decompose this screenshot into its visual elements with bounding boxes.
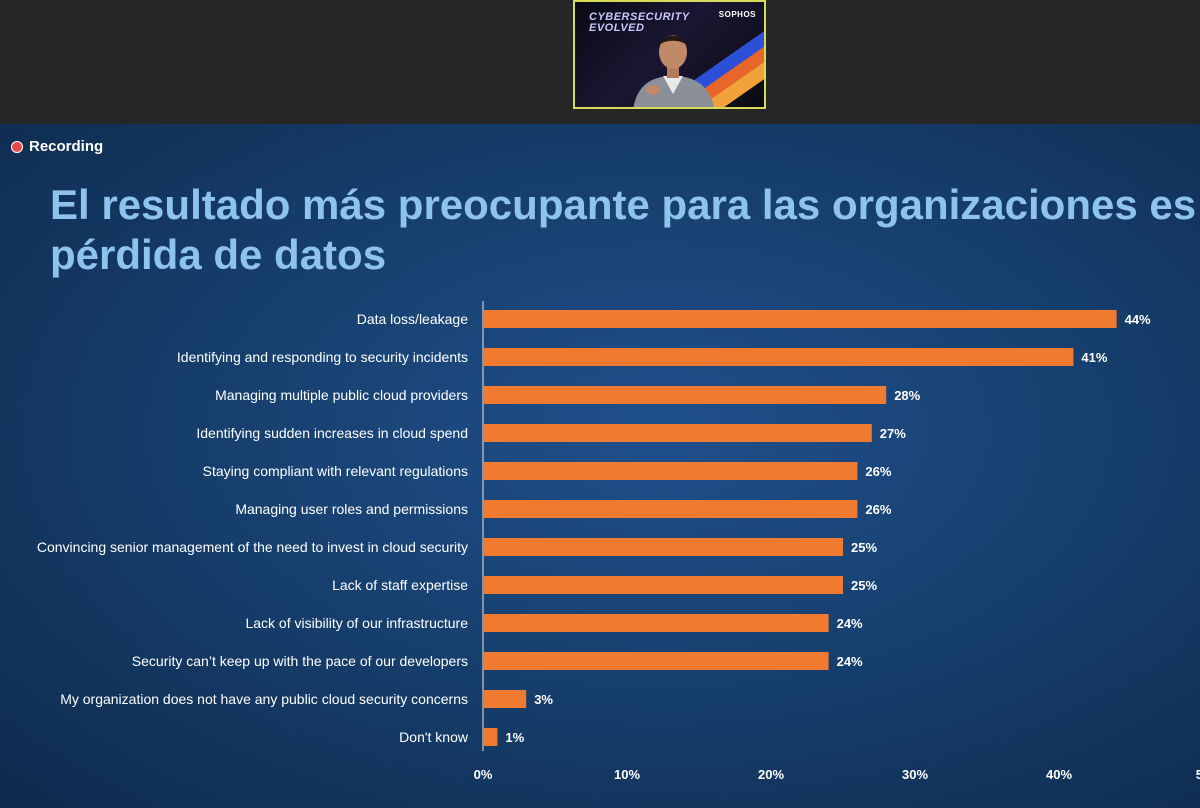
bar-value-label: 1% bbox=[505, 730, 524, 745]
category-label: Security can’t keep up with the pace of … bbox=[132, 653, 468, 669]
bar-chart: Data loss/leakage 44% Identifying and resp… bbox=[37, 301, 1200, 782]
bar-value-label: 24% bbox=[837, 616, 863, 631]
bar-value-label: 26% bbox=[865, 464, 891, 479]
bar bbox=[483, 348, 1074, 366]
bar-value-label: 28% bbox=[894, 388, 920, 403]
bar-value-label: 24% bbox=[837, 654, 863, 669]
bar-value-label: 27% bbox=[880, 426, 906, 441]
shared-slide: Recording El resultado más preocupante p… bbox=[0, 124, 1200, 808]
bar bbox=[483, 728, 498, 746]
bar-value-label: 26% bbox=[865, 502, 891, 517]
category-label: Convincing senior management of the need… bbox=[37, 539, 468, 555]
bar-value-label: 41% bbox=[1081, 350, 1107, 365]
category-label: Lack of visibility of our infrastructure bbox=[245, 615, 468, 631]
x-tick-label: 40% bbox=[1046, 767, 1072, 782]
bar-value-label: 44% bbox=[1125, 312, 1151, 327]
bar bbox=[483, 424, 872, 442]
x-tick-label: 10% bbox=[614, 767, 640, 782]
sophos-logo: SOPHOS bbox=[718, 10, 756, 19]
category-label: My organization does not have any public… bbox=[60, 691, 468, 707]
category-label: Identifying sudden increases in cloud sp… bbox=[196, 425, 468, 441]
bar bbox=[483, 614, 829, 632]
video-brand-text: CYBERSECURITY EVOLVED bbox=[589, 11, 690, 34]
slide-title-line2: pérdida de datos bbox=[50, 231, 387, 278]
category-label: Lack of staff expertise bbox=[332, 577, 468, 593]
category-label: Staying compliant with relevant regulati… bbox=[203, 463, 468, 479]
x-tick-label: 50 bbox=[1196, 767, 1200, 782]
bar bbox=[483, 652, 829, 670]
recording-label: Recording bbox=[29, 138, 104, 155]
x-tick-label: 0% bbox=[474, 767, 493, 782]
x-tick-label: 30% bbox=[902, 767, 928, 782]
bar-value-label: 25% bbox=[851, 540, 877, 555]
bar-value-label: 3% bbox=[534, 692, 553, 707]
category-label: Managing multiple public cloud providers bbox=[215, 387, 468, 403]
slide-title: El resultado más preocupante para las or… bbox=[50, 180, 1200, 280]
presenter-video-tile[interactable]: CYBERSECURITY EVOLVED SOPHOS bbox=[573, 0, 766, 109]
recording-indicator: Recording bbox=[11, 138, 103, 155]
recording-dot-icon bbox=[11, 140, 23, 153]
bar bbox=[483, 538, 843, 556]
x-tick-label: 20% bbox=[758, 767, 784, 782]
category-label: Data loss/leakage bbox=[357, 311, 469, 327]
bar bbox=[483, 690, 527, 708]
category-label: Identifying and responding to security i… bbox=[177, 349, 468, 365]
bar bbox=[483, 386, 887, 404]
video-strip: CYBERSECURITY EVOLVED SOPHOS bbox=[0, 0, 1200, 122]
category-label: Managing user roles and permissions bbox=[235, 501, 468, 517]
bar bbox=[483, 500, 858, 518]
slide-title-line1: El resultado más preocupante para las or… bbox=[50, 181, 1200, 228]
bar bbox=[483, 576, 843, 594]
presenter-figure bbox=[633, 35, 715, 107]
bar bbox=[483, 310, 1117, 328]
bar-value-label: 25% bbox=[851, 578, 877, 593]
bar bbox=[483, 462, 858, 480]
category-label: Don't know bbox=[399, 729, 469, 745]
